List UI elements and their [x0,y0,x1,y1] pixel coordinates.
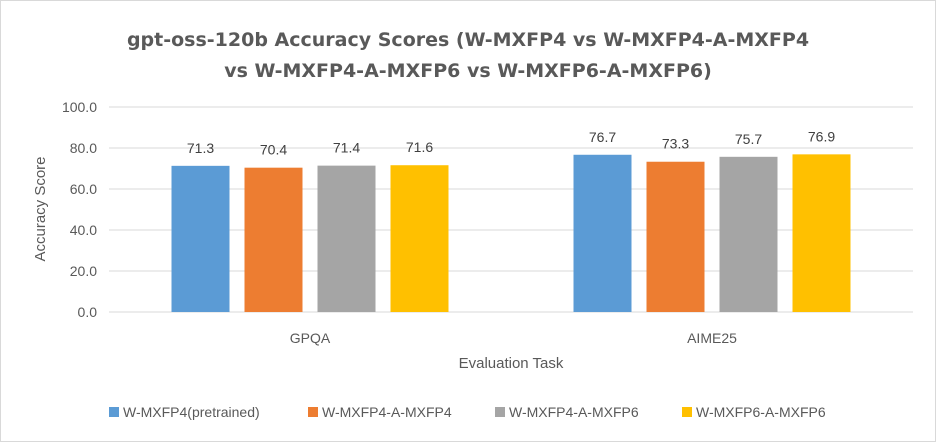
data-label: 75.7 [735,131,762,147]
y-tick-label: 0.0 [78,304,98,320]
legend-label: W-MXFP4-A-MXFP6 [509,404,639,420]
legend-label: W-MXFP4-A-MXFP4 [322,404,452,420]
legend-label: W-MXFP4(pretrained) [123,404,260,420]
data-label: 76.7 [589,129,616,145]
gridlines [109,106,913,313]
x-axis-title: Evaluation Task [459,355,564,372]
legend-swatch [495,407,505,417]
data-label: 71.6 [406,139,433,155]
y-tick-label: 20.0 [70,263,97,279]
y-tick-label: 40.0 [70,222,97,238]
data-labels: 71.3 70.4 71.4 71.6 76.7 73.3 75.7 76.9 [187,128,835,157]
bar [792,154,851,312]
data-label: 71.3 [187,140,214,156]
bar [719,156,778,312]
bar [244,167,303,312]
x-tick-label: GPQA [290,330,331,346]
bar [171,165,230,312]
data-label: 73.3 [662,136,689,152]
x-axis-categories: GPQA AIME25 [290,330,737,346]
y-tick-label: 80.0 [70,140,97,156]
bar [646,161,705,312]
x-tick-label: AIME25 [687,330,737,346]
y-tick-label: 60.0 [70,181,97,197]
data-label: 76.9 [808,128,835,144]
y-tick-label: 100.0 [62,99,97,115]
data-label: 71.4 [333,140,360,156]
bars [171,154,851,312]
chart-title-line-2: vs W-MXFP4-A-MXFP6 vs W-MXFP6-A-MXFP6) [224,60,712,82]
legend-swatch [682,407,692,417]
y-axis-ticks: 0.0 20.0 40.0 60.0 80.0 100.0 [62,99,97,320]
bar [573,154,632,312]
y-axis-title: Accuracy Score [32,156,49,261]
legend-label: W-MXFP6-A-MXFP6 [696,404,826,420]
chart-title-line-1: gpt-oss-120b Accuracy Scores (W-MXFP4 vs… [127,29,809,51]
legend-swatch [308,407,318,417]
legend-swatch [109,407,119,417]
data-label: 70.4 [260,142,287,158]
bar [317,165,376,312]
bar [390,165,449,312]
legend: W-MXFP4(pretrained) W-MXFP4-A-MXFP4 W-MXFP… [109,404,826,420]
